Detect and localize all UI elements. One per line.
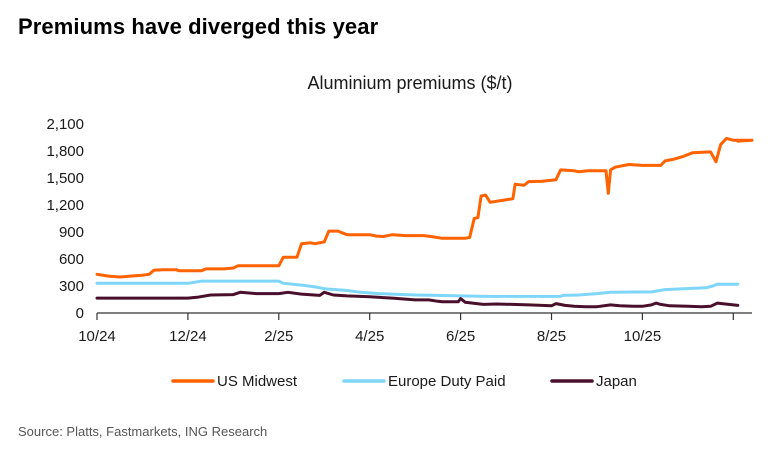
x-tick-label: 8/25	[537, 328, 566, 345]
series-lines	[95, 136, 754, 309]
legend-label: Europe Duty Paid	[388, 373, 506, 390]
y-tick-label: 2,100	[46, 116, 84, 133]
y-tick-label: 1,800	[46, 143, 84, 160]
x-tick-label: 12/24	[169, 328, 207, 345]
chart-title: Aluminium premiums ($/t)	[307, 73, 512, 93]
x-axis: 10/24 12/24 2/25 4/25 6/25 8/25 10/25	[78, 312, 752, 345]
series-line-europe-duty-paid	[95, 279, 740, 298]
x-tick-label: 6/25	[446, 328, 475, 345]
y-tick-label: 0	[76, 305, 84, 322]
source-note: Source: Platts, Fastmarkets, ING Researc…	[18, 424, 268, 439]
y-tick-label: 300	[59, 278, 84, 295]
y-axis-tick-labels: 0 300 600 900 1,200 1,500 1,800 2,100	[46, 116, 84, 322]
page-headline: Premiums have diverged this year	[18, 14, 379, 39]
legend-label: US Midwest	[217, 373, 298, 390]
x-tick-label: 10/25	[624, 328, 662, 345]
series-line-japan	[95, 290, 740, 309]
legend: US Midwest Europe Duty Paid Japan	[171, 373, 637, 390]
y-tick-label: 600	[59, 251, 84, 268]
x-tick-label: 4/25	[355, 328, 384, 345]
x-tick-label: 2/25	[264, 328, 293, 345]
series-line-us-midwest	[95, 136, 754, 279]
y-tick-label: 900	[59, 224, 84, 241]
x-tick-label: 10/24	[78, 328, 116, 345]
legend-label: Japan	[596, 373, 637, 390]
y-tick-label: 1,200	[46, 197, 84, 214]
y-tick-label: 1,500	[46, 170, 84, 187]
